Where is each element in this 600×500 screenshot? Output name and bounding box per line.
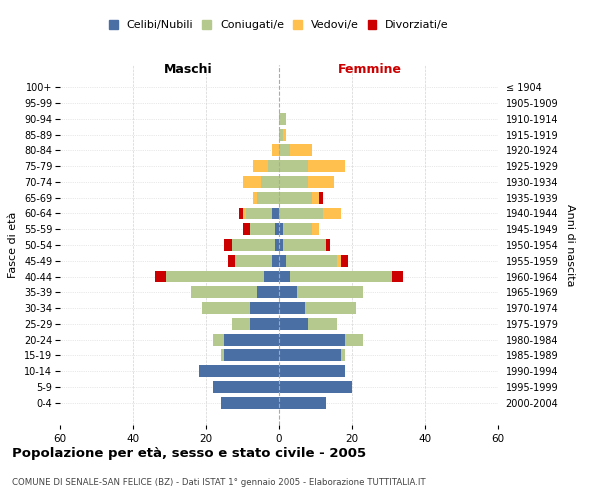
Bar — [221, 397, 279, 408]
Bar — [312, 192, 319, 203]
Bar — [308, 176, 334, 188]
Bar — [272, 208, 279, 220]
Bar — [297, 286, 363, 298]
Bar — [253, 160, 268, 172]
Bar — [319, 192, 323, 203]
Bar — [268, 160, 279, 172]
Bar — [392, 270, 403, 282]
Bar — [279, 270, 290, 282]
Bar — [214, 381, 279, 393]
Legend: Celibi/Nubili, Coniugati/e, Vedovi/e, Divorziati/e: Celibi/Nubili, Coniugati/e, Vedovi/e, Di… — [109, 20, 449, 30]
Bar — [272, 144, 279, 156]
Bar — [341, 255, 349, 266]
Y-axis label: Fasce di età: Fasce di età — [8, 212, 19, 278]
Bar — [257, 286, 279, 298]
Bar — [191, 286, 257, 298]
Bar — [228, 255, 235, 266]
Bar — [250, 224, 275, 235]
Bar — [337, 255, 341, 266]
Bar — [279, 160, 308, 172]
Bar — [279, 128, 283, 140]
Bar — [308, 318, 337, 330]
Bar — [232, 239, 275, 251]
Bar — [290, 144, 312, 156]
Bar — [246, 208, 272, 220]
Bar — [265, 270, 279, 282]
Text: COMUNE DI SENALE-SAN FELICE (BZ) - Dati ISTAT 1° gennaio 2005 - Elaborazione TUT: COMUNE DI SENALE-SAN FELICE (BZ) - Dati … — [12, 478, 425, 487]
Bar — [279, 397, 326, 408]
Bar — [232, 318, 250, 330]
Bar — [253, 192, 257, 203]
Bar — [250, 318, 279, 330]
Bar — [202, 302, 250, 314]
Bar — [279, 176, 308, 188]
Bar — [283, 224, 312, 235]
Bar — [279, 334, 344, 345]
Bar — [308, 160, 344, 172]
Bar — [286, 255, 337, 266]
Bar — [224, 350, 279, 362]
Bar — [341, 350, 344, 362]
Bar — [279, 381, 352, 393]
Bar — [279, 192, 312, 203]
Bar — [275, 239, 279, 251]
Bar — [279, 113, 286, 124]
Bar — [283, 239, 326, 251]
Bar — [344, 334, 363, 345]
Bar — [199, 366, 279, 377]
Bar — [242, 176, 261, 188]
Bar — [279, 350, 341, 362]
Bar — [155, 270, 166, 282]
Bar — [323, 208, 341, 220]
Bar — [239, 208, 242, 220]
Text: Femmine: Femmine — [338, 63, 402, 76]
Bar — [224, 239, 232, 251]
Bar — [279, 239, 283, 251]
Bar — [290, 270, 392, 282]
Bar — [305, 302, 356, 314]
Bar — [283, 128, 286, 140]
Bar — [221, 350, 224, 362]
Text: Maschi: Maschi — [163, 63, 212, 76]
Bar — [242, 208, 246, 220]
Y-axis label: Anni di nascita: Anni di nascita — [565, 204, 575, 286]
Bar — [235, 255, 272, 266]
Bar — [279, 224, 283, 235]
Bar — [279, 302, 305, 314]
Bar — [214, 334, 224, 345]
Bar — [279, 286, 297, 298]
Text: Popolazione per età, sesso e stato civile - 2005: Popolazione per età, sesso e stato civil… — [12, 448, 366, 460]
Bar — [279, 318, 308, 330]
Bar — [279, 144, 290, 156]
Bar — [250, 302, 279, 314]
Bar — [279, 208, 323, 220]
Bar — [224, 334, 279, 345]
Bar — [279, 366, 344, 377]
Bar — [275, 224, 279, 235]
Bar — [257, 192, 279, 203]
Bar — [272, 255, 279, 266]
Bar — [261, 176, 279, 188]
Bar — [312, 224, 319, 235]
Bar — [279, 255, 286, 266]
Bar — [326, 239, 330, 251]
Bar — [242, 224, 250, 235]
Bar — [166, 270, 265, 282]
